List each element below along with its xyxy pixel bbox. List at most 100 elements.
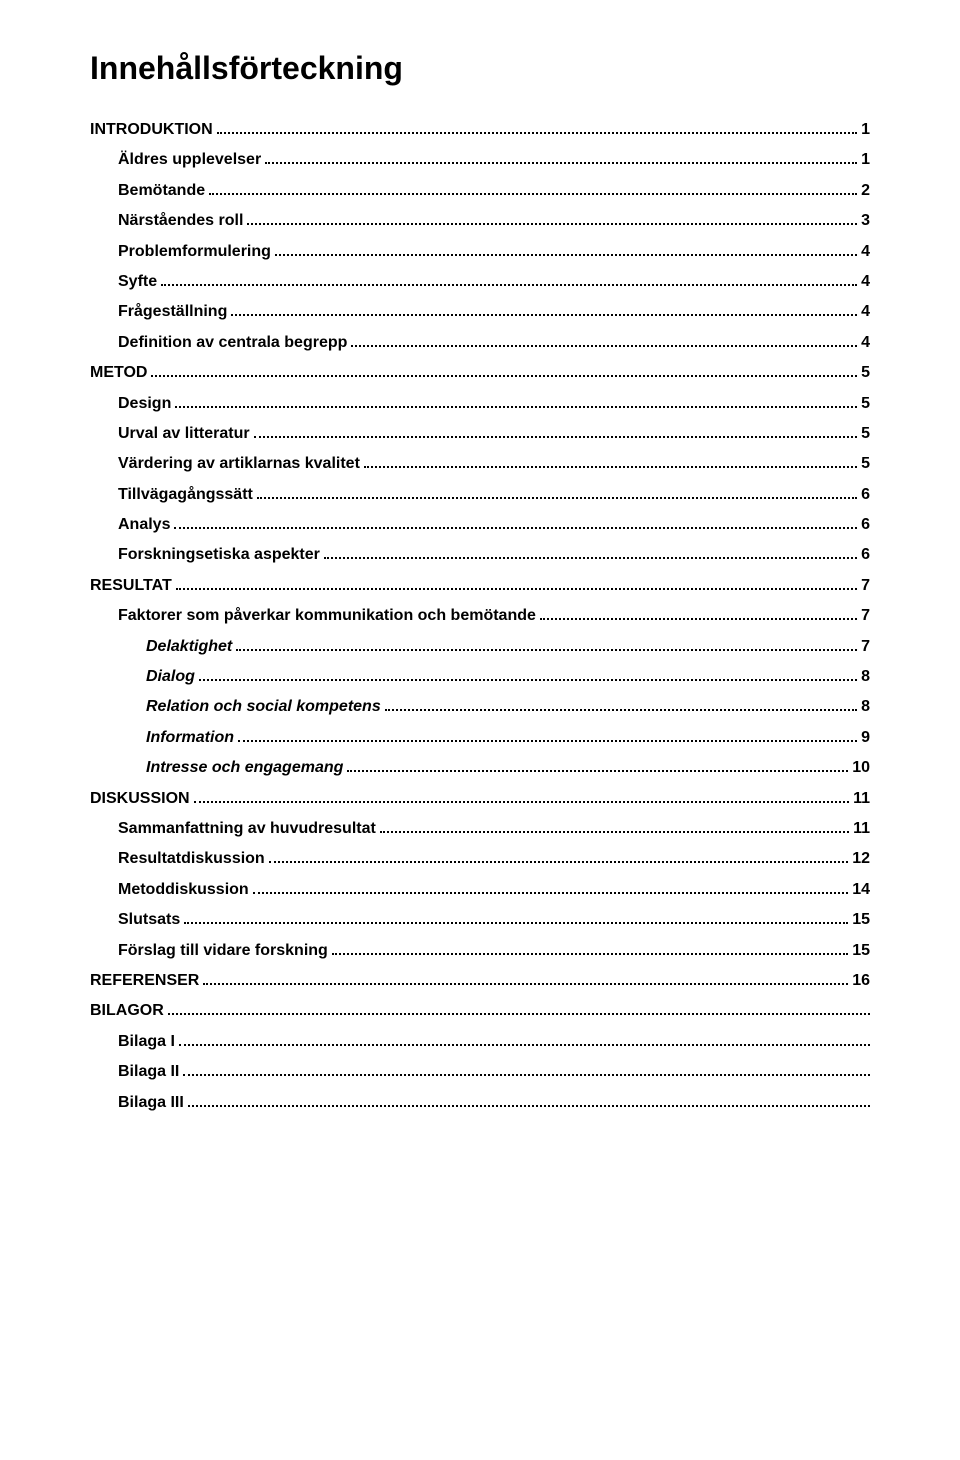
- toc-entry-page: 6: [861, 510, 870, 540]
- toc-leader-dots: [179, 1033, 870, 1046]
- toc-entry-label: REFERENSER: [90, 966, 199, 996]
- toc-entry-page: 4: [861, 237, 870, 267]
- toc-entry: Relation och social kompetens 8: [90, 692, 870, 722]
- toc-entry: Bilaga III: [90, 1088, 870, 1118]
- toc-entry-label: Forskningsetiska aspekter: [90, 540, 320, 570]
- toc-leader-dots: [174, 516, 857, 529]
- toc-entry-page: 5: [861, 419, 870, 449]
- toc-entry-page: 1: [861, 115, 870, 145]
- toc-entry-label: Definition av centrala begrepp: [90, 328, 347, 358]
- toc-leader-dots: [194, 789, 850, 802]
- toc-entry-page: 7: [861, 601, 870, 631]
- toc-leader-dots: [184, 911, 848, 924]
- toc-entry-label: Bemötande: [90, 176, 205, 206]
- toc-entry-label: Metoddiskussion: [90, 875, 249, 905]
- toc-entry-page: 7: [861, 571, 870, 601]
- toc-entry: Frågeställning 4: [90, 297, 870, 327]
- toc-entry-label: RESULTAT: [90, 571, 172, 601]
- toc-entry: Forskningsetiska aspekter6: [90, 540, 870, 570]
- toc-entry-label: Intresse och engagemang: [90, 753, 343, 783]
- toc-leader-dots: [351, 334, 857, 347]
- toc-entry-page: 15: [852, 936, 870, 966]
- toc-entry-label: Sammanfattning av huvudresultat: [90, 814, 376, 844]
- toc-entry-label: Information: [90, 723, 234, 753]
- toc-entry-page: 10: [852, 753, 870, 783]
- toc-entry-label: Problemformulering: [90, 237, 271, 267]
- toc-leader-dots: [183, 1063, 870, 1076]
- page-title: Innehållsförteckning: [90, 50, 870, 87]
- toc-leader-dots: [161, 273, 857, 286]
- toc-entry: Sammanfattning av huvudresultat 11: [90, 814, 870, 844]
- toc-leader-dots: [265, 151, 857, 164]
- toc-entry-page: 5: [861, 449, 870, 479]
- toc-leader-dots: [275, 242, 857, 255]
- toc-entry-label: METOD: [90, 358, 147, 388]
- toc-entry-label: Faktorer som påverkar kommunikation och …: [90, 601, 536, 631]
- toc-entry-label: Slutsats: [90, 905, 180, 935]
- toc-entry: INTRODUKTION1: [90, 115, 870, 145]
- toc-entry-label: Syfte: [90, 267, 157, 297]
- toc-entry-label: Värdering av artiklarnas kvalitet: [90, 449, 360, 479]
- toc-entry: Bemötande 2: [90, 176, 870, 206]
- toc-leader-dots: [324, 546, 857, 559]
- toc-entry-page: 3: [861, 206, 870, 236]
- toc-entry-label: Delaktighet: [90, 632, 232, 662]
- toc-leader-dots: [188, 1093, 870, 1106]
- toc-entry: Värdering av artiklarnas kvalitet 5: [90, 449, 870, 479]
- document-page: Innehållsförteckning INTRODUKTION1Äldres…: [0, 0, 960, 1460]
- toc-entry-page: 2: [861, 176, 870, 206]
- toc-entry-label: Design: [90, 389, 171, 419]
- toc-entry-label: Analys: [90, 510, 170, 540]
- toc-entry-page: 11: [853, 784, 870, 814]
- toc-leader-dots: [209, 182, 857, 195]
- toc-leader-dots: [254, 425, 857, 438]
- toc-entry: RESULTAT 7: [90, 571, 870, 601]
- toc-entry: REFERENSER16: [90, 966, 870, 996]
- toc-entry: Äldres upplevelser1: [90, 145, 870, 175]
- toc-entry-label: Bilaga I: [90, 1027, 175, 1057]
- toc-entry-label: Relation och social kompetens: [90, 692, 381, 722]
- toc-entry-page: 4: [861, 328, 870, 358]
- toc-entry-page: 15: [852, 905, 870, 935]
- toc-entry-label: Frågeställning: [90, 297, 227, 327]
- toc-leader-dots: [236, 637, 857, 650]
- toc-entry: Bilaga I: [90, 1027, 870, 1057]
- toc-leader-dots: [238, 729, 857, 742]
- toc-entry-page: 4: [861, 297, 870, 327]
- toc-entry: Syfte 4: [90, 267, 870, 297]
- toc-entry-page: 7: [861, 632, 870, 662]
- toc-leader-dots: [168, 1002, 870, 1015]
- toc-entry: Slutsats 15: [90, 905, 870, 935]
- toc-entry-label: Urval av litteratur: [90, 419, 250, 449]
- toc-entry-page: 4: [861, 267, 870, 297]
- toc-leader-dots: [231, 303, 857, 316]
- toc-leader-dots: [332, 941, 848, 954]
- toc-entry: Information9: [90, 723, 870, 753]
- toc-entry: Dialog8: [90, 662, 870, 692]
- toc-entry-label: Tillvägagångssätt: [90, 480, 253, 510]
- toc-leader-dots: [151, 364, 857, 377]
- toc-entry: Design5: [90, 389, 870, 419]
- toc-entry-page: 1: [861, 145, 870, 175]
- toc-entry-label: BILAGOR: [90, 996, 164, 1026]
- toc-entry-page: 11: [853, 814, 870, 844]
- toc-leader-dots: [269, 850, 849, 863]
- toc-entry: Metoddiskussion 14: [90, 875, 870, 905]
- toc-entry: Förslag till vidare forskning 15: [90, 936, 870, 966]
- toc-entry: Resultatdiskussion12: [90, 844, 870, 874]
- toc-leader-dots: [199, 668, 857, 681]
- toc-entry-page: 5: [861, 358, 870, 388]
- toc-entry-page: 12: [852, 844, 870, 874]
- toc-leader-dots: [380, 820, 849, 833]
- toc-entry: Urval av litteratur 5: [90, 419, 870, 449]
- toc-entry-label: DISKUSSION: [90, 784, 190, 814]
- toc-entry-label: Förslag till vidare forskning: [90, 936, 328, 966]
- toc-leader-dots: [385, 698, 857, 711]
- toc-entry-page: 8: [861, 692, 870, 722]
- toc-entry: Analys 6: [90, 510, 870, 540]
- toc-leader-dots: [247, 212, 857, 225]
- toc-entry-page: 8: [861, 662, 870, 692]
- toc-leader-dots: [540, 607, 857, 620]
- toc-entry: DISKUSSION 11: [90, 784, 870, 814]
- toc-entry-page: 14: [852, 875, 870, 905]
